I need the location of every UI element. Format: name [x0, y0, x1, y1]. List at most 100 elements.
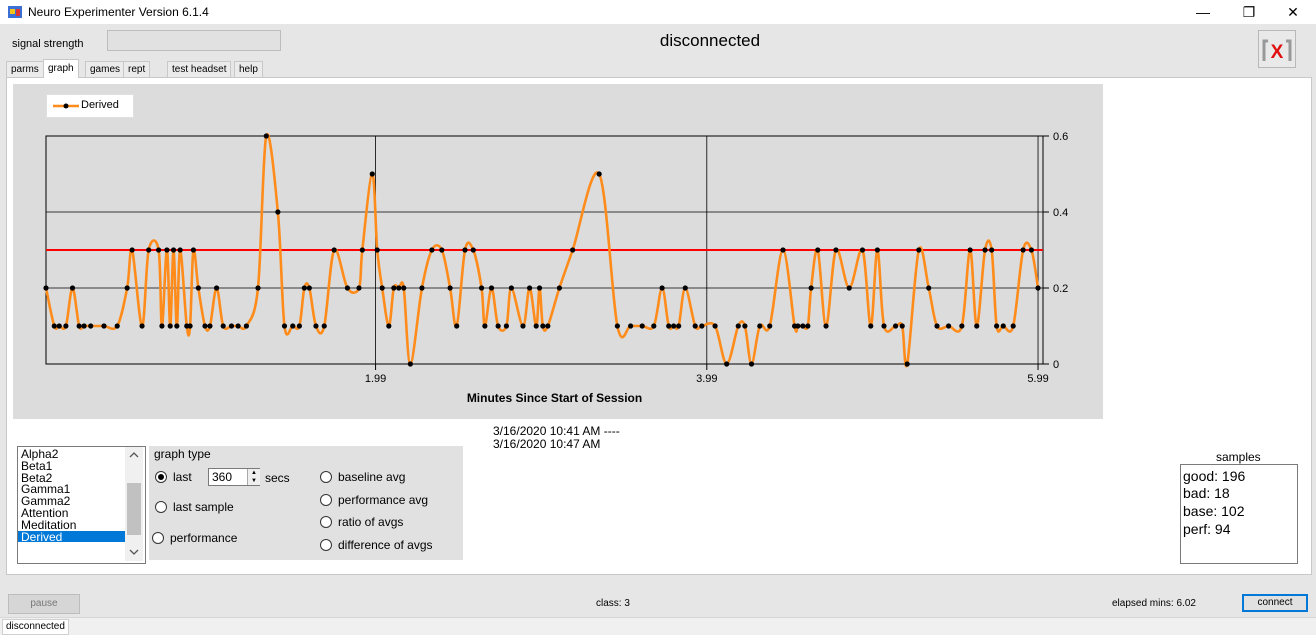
list-item-alpha2[interactable]: Alpha2 [21, 447, 59, 461]
data-point [846, 285, 852, 291]
list-item-attention[interactable]: Attention [21, 505, 69, 520]
data-point [570, 247, 576, 253]
data-point [994, 323, 1000, 329]
data-point [757, 323, 763, 329]
scroll-up-icon[interactable] [129, 452, 139, 458]
radio-baseline-avg-label: baseline avg [338, 470, 406, 484]
data-point [359, 247, 365, 253]
data-point [545, 323, 551, 329]
radio-unselected-icon[interactable] [152, 532, 164, 544]
radio-unselected-icon[interactable] [320, 539, 332, 551]
data-point [666, 323, 672, 329]
radio-last[interactable]: last [155, 470, 192, 484]
data-point [945, 323, 952, 329]
data-point [69, 285, 76, 291]
stepper-down-icon[interactable]: ▼ [251, 478, 257, 484]
radio-performance[interactable]: performance [152, 531, 237, 545]
signal-strength-bar [107, 30, 281, 51]
radio-ratio-of-avgs[interactable]: ratio of avgs [320, 515, 403, 529]
data-point [243, 323, 249, 329]
radio-unselected-icon[interactable] [320, 516, 332, 528]
radio-performance-avg[interactable]: performance avg [320, 493, 428, 507]
radio-last-sample[interactable]: last sample [155, 500, 234, 514]
data-point [296, 323, 302, 329]
data-point [526, 285, 533, 291]
data-point [101, 323, 107, 329]
data-point [235, 323, 241, 329]
close-button[interactable]: ✕ [1287, 4, 1299, 20]
list-item-meditation[interactable]: Meditation [21, 517, 77, 532]
tab-help[interactable]: help [234, 61, 263, 77]
stepper-up-icon[interactable]: ▲ [251, 470, 257, 476]
signal-listbox[interactable]: Alpha2 Beta1 Beta2 Gamma1 Gamma2 Attenti… [17, 446, 146, 564]
data-point [419, 285, 425, 291]
radio-difference-label: difference of avgs [338, 538, 433, 552]
tab-rept[interactable]: rept [123, 61, 151, 77]
data-point [407, 361, 413, 367]
samples-bad: bad: 18 [1183, 485, 1230, 501]
class-label: class: 3 [596, 598, 630, 609]
list-scrollbar[interactable] [125, 447, 143, 561]
radio-performance-label: performance [170, 531, 238, 545]
data-point [682, 285, 688, 291]
data-point [1000, 323, 1006, 329]
data-point [114, 323, 120, 329]
restore-button[interactable]: ❐ [1242, 4, 1256, 20]
samples-title: samples [1216, 450, 1261, 464]
data-point [614, 323, 620, 329]
data-point [800, 323, 806, 329]
samples-base: base: 102 [1183, 503, 1245, 519]
scroll-thumb[interactable] [127, 483, 141, 535]
data-point [823, 323, 829, 329]
data-point [275, 209, 281, 215]
data-point [228, 323, 235, 329]
tab-games[interactable]: games [85, 61, 126, 77]
radio-baseline-avg[interactable]: baseline avg [320, 470, 405, 484]
data-point [982, 247, 988, 253]
secs-stepper[interactable]: 360 ▲ ▼ [208, 468, 260, 486]
radio-unselected-icon[interactable] [155, 501, 167, 513]
data-point [263, 133, 269, 139]
radio-unselected-icon[interactable] [320, 494, 332, 506]
minimize-button[interactable]: — [1196, 4, 1210, 20]
y-tick-label: 0.2 [1053, 283, 1068, 295]
x-tick-label: 3.99 [696, 373, 717, 385]
list-item-beta1[interactable]: Beta1 [21, 458, 53, 473]
list-item-gamma2[interactable]: Gamma2 [21, 494, 71, 509]
x-axis-label: Minutes Since Start of Session [467, 391, 642, 405]
radio-last-label: last [173, 470, 192, 484]
stepper-buttons[interactable]: ▲ ▼ [247, 469, 260, 485]
data-point [916, 247, 922, 253]
list-item-beta2[interactable]: Beta2 [21, 470, 53, 485]
tab-test-headset[interactable]: test headset [167, 61, 232, 77]
y-tick-label: 0.4 [1053, 207, 1068, 219]
data-point [724, 361, 730, 367]
tab-graph[interactable]: graph [43, 59, 79, 78]
radio-last-sample-label: last sample [173, 500, 234, 514]
radio-difference-of-avgs[interactable]: difference of avgs [320, 538, 433, 552]
data-point [356, 285, 362, 291]
data-point [833, 247, 839, 253]
pause-button[interactable]: pause [8, 594, 80, 614]
data-point [934, 323, 940, 329]
radio-selected-icon[interactable] [155, 471, 167, 483]
status-bar: disconnected [0, 617, 1316, 635]
tab-parms[interactable]: parms [6, 61, 44, 77]
data-point [470, 247, 476, 253]
list-item-gamma1[interactable]: Gamma1 [21, 482, 71, 497]
radio-unselected-icon[interactable] [320, 471, 332, 483]
data-point [76, 323, 82, 329]
data-point [454, 323, 460, 329]
data-point [170, 247, 177, 253]
radio-ratio-label: ratio of avgs [338, 515, 404, 529]
data-point [195, 285, 201, 291]
data-point [301, 285, 307, 291]
data-point [989, 247, 995, 253]
secs-value[interactable]: 360 [212, 470, 233, 484]
scroll-down-icon[interactable] [129, 549, 139, 555]
list-item-derived[interactable]: Derived [18, 530, 126, 542]
data-point [386, 323, 392, 329]
data-point [795, 323, 801, 329]
session-end-date: 3/16/2020 10:47 AM [493, 437, 601, 451]
connect-button[interactable]: connect [1242, 594, 1308, 612]
